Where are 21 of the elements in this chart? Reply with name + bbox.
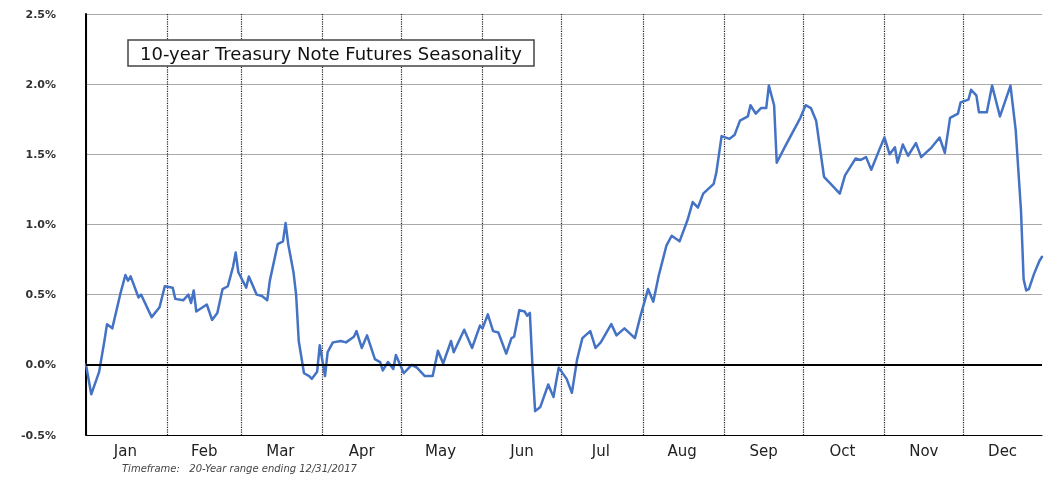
x-tick-label: Mar — [266, 441, 296, 460]
x-tick-label: Sep — [749, 441, 778, 460]
text: Timeframe: 20-Year range ending 12/31/2017 — [122, 462, 358, 474]
y-tick-label: 0.5% — [25, 288, 56, 302]
x-tick-label: May — [425, 441, 457, 460]
y-tick-label: 2.0% — [25, 77, 56, 91]
y-tick-label: 2.5% — [25, 7, 56, 21]
x-tick-label: Jul — [590, 441, 610, 460]
text: 10-year Treasury Note Futures Seasonality — [140, 42, 523, 64]
x-tick-label: Oct — [829, 441, 856, 460]
y-tick-label: -0.5% — [20, 428, 56, 442]
y-tick-label: 0.0% — [25, 358, 56, 372]
x-tick-label: Nov — [909, 441, 939, 460]
y-tick-label: 1.0% — [25, 218, 56, 231]
x-tick-label: Aug — [667, 441, 697, 460]
y-tick-label: 1.5% — [25, 147, 56, 161]
x-tick-label: Jun — [509, 441, 534, 460]
x-tick-label: Feb — [190, 441, 218, 460]
x-tick-label: Apr — [348, 441, 376, 460]
x-tick-label: Dec — [988, 441, 1018, 460]
x-tick-label: Jan — [112, 441, 137, 460]
